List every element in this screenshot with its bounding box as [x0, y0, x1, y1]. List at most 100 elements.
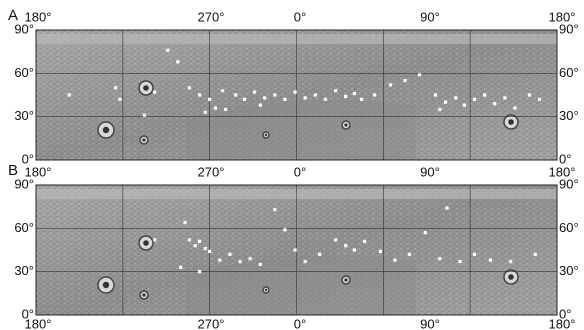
- site-marker: [493, 102, 496, 105]
- site-marker: [489, 259, 492, 262]
- site-marker: [513, 106, 516, 109]
- crater-center: [344, 278, 347, 281]
- site-marker: [314, 93, 317, 96]
- site-marker: [463, 104, 466, 107]
- site-marker: [334, 238, 337, 241]
- site-marker: [424, 231, 427, 234]
- site-marker: [218, 259, 221, 262]
- site-marker: [153, 238, 156, 241]
- crater-center: [103, 282, 109, 288]
- site-marker: [408, 253, 411, 256]
- site-marker: [344, 95, 347, 98]
- y-tick-label: 60°: [559, 65, 579, 80]
- site-marker: [204, 111, 207, 114]
- y-tick-label: 60°: [14, 65, 34, 80]
- crater-center: [265, 289, 267, 291]
- site-marker: [389, 83, 392, 86]
- y-tick-label: 30°: [14, 108, 34, 123]
- site-marker: [243, 98, 246, 101]
- site-marker: [283, 228, 286, 231]
- site-marker: [221, 89, 224, 92]
- x-tick-label: 270°: [198, 9, 225, 24]
- site-marker: [166, 49, 169, 52]
- site-marker: [434, 93, 437, 96]
- figure: A180°270°0°90°180°90°90°60°60°30°30°0°0°…: [0, 0, 584, 330]
- site-marker: [393, 259, 396, 262]
- crater-center: [142, 293, 145, 296]
- y-tick-label: 90°: [559, 176, 579, 191]
- site-marker: [444, 101, 447, 104]
- site-marker: [273, 208, 276, 211]
- site-marker: [68, 93, 71, 96]
- site-marker: [503, 96, 506, 99]
- site-marker: [188, 238, 191, 241]
- site-marker: [334, 89, 337, 92]
- site-marker: [118, 98, 121, 101]
- site-marker: [379, 250, 382, 253]
- site-marker: [483, 93, 486, 96]
- y-tick-label: 30°: [559, 108, 579, 123]
- site-marker: [183, 221, 186, 224]
- site-marker: [353, 92, 356, 95]
- y-tick-label: 90°: [559, 21, 579, 36]
- site-marker: [353, 248, 356, 251]
- site-marker: [204, 247, 207, 250]
- site-marker: [473, 253, 476, 256]
- site-marker: [445, 207, 448, 210]
- x-tick-label: 270°: [198, 316, 225, 330]
- y-tick-label: 90°: [14, 21, 34, 36]
- site-marker: [198, 240, 201, 243]
- site-marker: [143, 114, 146, 117]
- site-marker: [114, 86, 117, 89]
- site-marker: [259, 104, 262, 107]
- site-marker: [198, 270, 201, 273]
- site-marker: [418, 73, 421, 76]
- crater-center: [508, 274, 514, 280]
- site-marker: [438, 257, 441, 260]
- site-marker: [198, 93, 201, 96]
- x-tick-label: 0°: [294, 316, 306, 330]
- x-tick-label: 90°: [420, 164, 440, 179]
- site-marker: [304, 260, 307, 263]
- site-marker: [238, 260, 241, 263]
- site-marker: [528, 93, 531, 96]
- site-marker: [249, 257, 252, 260]
- site-marker: [273, 93, 276, 96]
- site-marker: [473, 98, 476, 101]
- site-marker: [318, 253, 321, 256]
- crater-center: [143, 240, 149, 246]
- y-tick-label: 0°: [22, 306, 34, 321]
- site-marker: [438, 108, 441, 111]
- y-tick-label: 0°: [559, 306, 571, 321]
- y-tick-label: 90°: [14, 176, 34, 191]
- crater-center: [344, 123, 347, 126]
- x-tick-label: 0°: [294, 164, 306, 179]
- site-marker: [263, 96, 266, 99]
- site-marker: [188, 86, 191, 89]
- y-tick-label: 30°: [559, 263, 579, 278]
- site-marker: [259, 263, 262, 266]
- site-marker: [253, 91, 256, 94]
- site-marker: [224, 108, 227, 111]
- y-tick-label: 30°: [14, 263, 34, 278]
- site-marker: [324, 98, 327, 101]
- site-marker: [176, 60, 179, 63]
- site-marker: [403, 79, 406, 82]
- y-tick-label: 60°: [559, 220, 579, 235]
- site-marker: [283, 98, 286, 101]
- site-marker: [304, 96, 307, 99]
- site-marker: [214, 106, 217, 109]
- site-marker: [534, 253, 537, 256]
- site-marker: [179, 266, 182, 269]
- site-marker: [360, 98, 363, 101]
- crater-center: [508, 119, 514, 125]
- site-marker: [208, 98, 211, 101]
- x-tick-label: 0°: [294, 9, 306, 24]
- site-marker: [509, 260, 512, 263]
- crater-center: [143, 85, 149, 91]
- site-marker: [363, 240, 366, 243]
- site-marker: [153, 91, 156, 94]
- x-tick-label: 270°: [198, 164, 225, 179]
